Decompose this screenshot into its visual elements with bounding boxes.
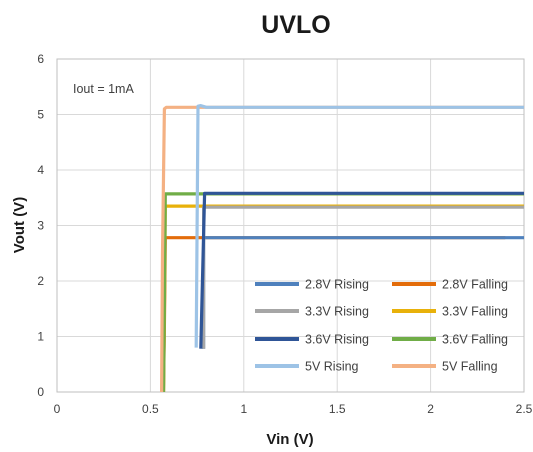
legend-label: 3.3V Rising	[305, 305, 369, 319]
legend-label: 5V Rising	[305, 360, 359, 374]
x-axis-label: Vin (V)	[266, 431, 313, 448]
y-tick-label: 6	[37, 52, 44, 66]
iout-annotation: Iout = 1mA	[73, 82, 134, 96]
series-line-3-6v-rising	[199, 191, 524, 349]
y-tick-label: 4	[37, 163, 44, 177]
gridlines	[56, 58, 525, 393]
series-line-5v-rising	[194, 103, 524, 348]
x-tick-label: 1.5	[329, 402, 346, 416]
y-tick-label: 1	[37, 330, 44, 344]
x-tick-label: 0.5	[142, 402, 159, 416]
series-line-5v-falling	[160, 105, 524, 393]
legend-label: 5V Falling	[442, 360, 498, 374]
chart-title: UVLO	[261, 11, 330, 39]
x-tick-label: 2	[427, 402, 434, 416]
legend-label: 3.3V Falling	[442, 305, 508, 319]
legend-label: 2.8V Falling	[442, 278, 508, 292]
x-tick-label: 0	[54, 402, 61, 416]
tick-labels: 0 1 2 3 4 5 6 0 0.5 1 1.5 2 2.5	[37, 52, 532, 416]
legend-label: 3.6V Falling	[442, 333, 508, 347]
y-tick-label: 5	[37, 108, 44, 122]
plot-area-frame	[56, 58, 525, 393]
legend-label: 2.8V Rising	[305, 278, 369, 292]
legend: 2.8V Rising 2.8V Falling 3.3V Rising 3.3V F…	[255, 278, 508, 374]
x-tick-label: 2.5	[516, 402, 533, 416]
series-lines	[160, 103, 524, 393]
y-tick-label: 2	[37, 274, 44, 288]
x-tick-label: 1	[240, 402, 247, 416]
y-tick-label: 3	[37, 219, 44, 233]
legend-label: 3.6V Rising	[305, 333, 369, 347]
y-tick-label: 0	[37, 385, 44, 399]
y-axis-label: Vout (V)	[11, 197, 28, 253]
